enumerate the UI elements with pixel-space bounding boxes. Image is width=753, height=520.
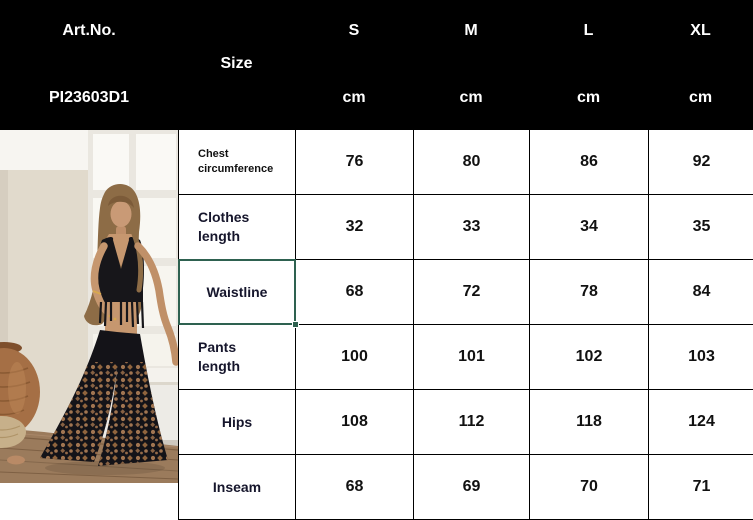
header-col-m: M cm xyxy=(413,0,529,130)
cell-inseam-xl[interactable]: 71 xyxy=(649,455,753,520)
cell-hips-s[interactable]: 108 xyxy=(296,390,414,455)
cell-hips-m[interactable]: 112 xyxy=(414,390,530,455)
art-no-label: Art.No. xyxy=(62,22,116,39)
cell-chest-xl[interactable]: 92 xyxy=(649,130,753,195)
row-label-chest-circumference[interactable]: Chest circumference xyxy=(179,130,296,195)
row-label-text: Chest circumference xyxy=(198,147,274,175)
size-m-label: M xyxy=(464,22,478,39)
cell-clothes-xl[interactable]: 35 xyxy=(649,195,753,260)
size-l-label: L xyxy=(583,22,594,39)
size-xl-label: XL xyxy=(690,22,711,39)
cell-value: 103 xyxy=(688,348,715,365)
cell-value: 92 xyxy=(692,153,711,170)
cell-value: 72 xyxy=(462,283,481,300)
cell-inseam-m[interactable]: 69 xyxy=(414,455,530,520)
cell-value: 108 xyxy=(341,413,368,430)
cell-value: 112 xyxy=(458,413,485,430)
row-label-text: Waistline xyxy=(206,283,268,300)
cell-chest-m[interactable]: 80 xyxy=(414,130,530,195)
size-table: Chest circumference 76 80 86 92 Clothes … xyxy=(178,130,753,520)
cell-hips-xl[interactable]: 124 xyxy=(649,390,753,455)
header-col-xl: XL cm xyxy=(648,0,753,130)
selection-fill-handle[interactable] xyxy=(292,321,299,328)
cell-chest-l[interactable]: 86 xyxy=(530,130,649,195)
cell-value: 32 xyxy=(345,218,364,235)
row-label-inseam[interactable]: Inseam xyxy=(179,455,296,520)
size-label: Size xyxy=(220,55,253,72)
cell-value: 80 xyxy=(462,153,481,170)
size-s-label: S xyxy=(348,22,360,39)
cell-value: 78 xyxy=(580,283,598,300)
cell-value: 34 xyxy=(580,218,598,235)
cell-value: 86 xyxy=(580,153,598,170)
product-photo-illustration xyxy=(0,130,178,520)
cell-pants-l[interactable]: 102 xyxy=(530,325,649,390)
unit-cm-s: cm xyxy=(342,89,366,106)
cell-chest-s[interactable]: 76 xyxy=(296,130,414,195)
row-label-text: Hips xyxy=(221,413,253,430)
cell-value: 102 xyxy=(575,348,603,365)
header-col-s: S cm xyxy=(295,0,413,130)
cell-waistline-s[interactable]: 68 xyxy=(296,260,414,325)
row-label-pants-length[interactable]: Pants length xyxy=(179,325,296,390)
size-chart-header: Art.No. PI23603D1 Size S cm M cm L cm XL… xyxy=(0,0,753,130)
cell-value: 101 xyxy=(458,348,485,365)
row-label-text: Pants length xyxy=(198,339,240,374)
cell-value: 69 xyxy=(462,478,481,495)
cell-waistline-xl[interactable]: 84 xyxy=(649,260,753,325)
cell-value: 68 xyxy=(345,478,364,495)
cell-value: 84 xyxy=(692,283,711,300)
cell-value: 35 xyxy=(692,218,711,235)
cell-waistline-m[interactable]: 72 xyxy=(414,260,530,325)
selected-cell-waistline[interactable]: Waistline xyxy=(178,259,299,328)
cell-value: 124 xyxy=(688,413,715,430)
cell-clothes-m[interactable]: 33 xyxy=(414,195,530,260)
unit-cm-m: cm xyxy=(459,89,483,106)
header-artno-column: Art.No. PI23603D1 xyxy=(0,0,178,130)
cell-inseam-s[interactable]: 68 xyxy=(296,455,414,520)
cell-clothes-s[interactable]: 32 xyxy=(296,195,414,260)
row-label-hips[interactable]: Hips xyxy=(179,390,296,455)
cell-value: 71 xyxy=(692,478,711,495)
cell-hips-l[interactable]: 118 xyxy=(530,390,649,455)
row-label-clothes-length[interactable]: Clothes length xyxy=(179,195,296,260)
unit-cm-l: cm xyxy=(576,89,601,106)
cell-clothes-l[interactable]: 34 xyxy=(530,195,649,260)
cell-inseam-l[interactable]: 70 xyxy=(530,455,649,520)
cell-value: 118 xyxy=(576,413,602,430)
cell-value: 100 xyxy=(341,348,368,365)
cell-waistline-l[interactable]: 78 xyxy=(530,260,649,325)
cell-value: 70 xyxy=(580,478,598,495)
cell-value: 68 xyxy=(345,283,364,300)
cell-pants-s[interactable]: 100 xyxy=(296,325,414,390)
row-label-text: Inseam xyxy=(212,478,262,495)
unit-cm-xl: cm xyxy=(688,89,713,106)
art-no-value: PI23603D1 xyxy=(48,89,130,106)
header-size-column: Size xyxy=(178,0,295,130)
cell-value: 76 xyxy=(345,153,364,170)
product-photo xyxy=(0,130,178,520)
header-col-l: L cm xyxy=(529,0,648,130)
cell-value: 33 xyxy=(462,218,481,235)
cell-pants-xl[interactable]: 103 xyxy=(649,325,753,390)
cell-pants-m[interactable]: 101 xyxy=(414,325,530,390)
row-label-text: Clothes length xyxy=(198,209,250,244)
